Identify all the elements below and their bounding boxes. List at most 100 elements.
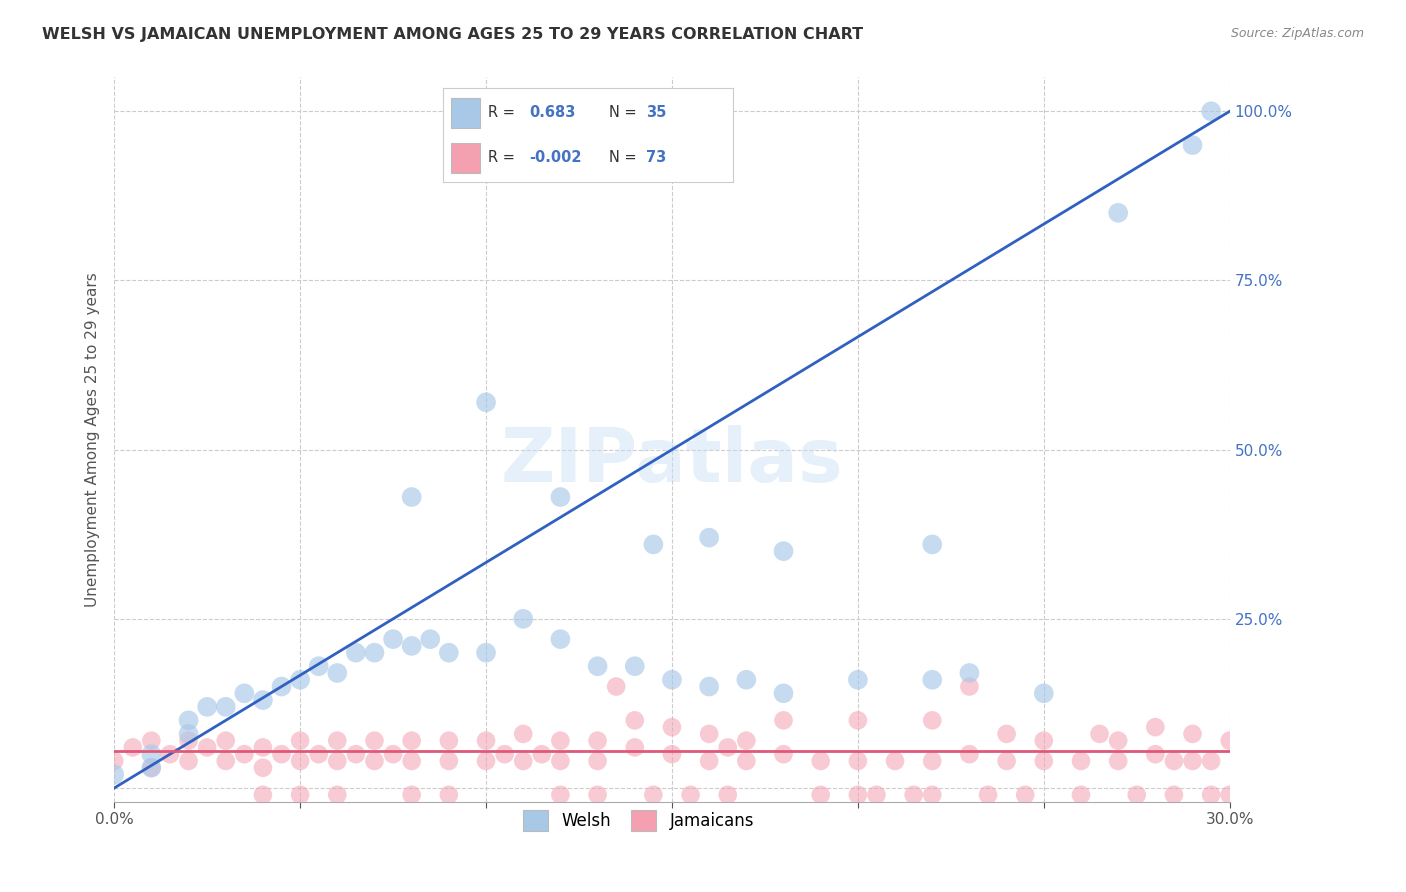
- Point: [512, 754, 534, 768]
- Point: [884, 754, 907, 768]
- Point: [846, 714, 869, 728]
- Point: [401, 639, 423, 653]
- Point: [1032, 686, 1054, 700]
- Point: [308, 659, 330, 673]
- Point: [772, 747, 794, 762]
- Point: [195, 699, 218, 714]
- Point: [921, 714, 943, 728]
- Point: [363, 754, 385, 768]
- Point: [735, 673, 758, 687]
- Point: [995, 727, 1018, 741]
- Point: [141, 747, 163, 762]
- Point: [103, 754, 125, 768]
- Point: [1163, 788, 1185, 802]
- Point: [550, 754, 572, 768]
- Point: [401, 733, 423, 747]
- Point: [252, 740, 274, 755]
- Point: [697, 680, 720, 694]
- Point: [475, 395, 498, 409]
- Point: [586, 788, 609, 802]
- Point: [177, 754, 200, 768]
- Point: [550, 490, 572, 504]
- Point: [215, 754, 238, 768]
- Point: [1107, 733, 1129, 747]
- Point: [957, 665, 980, 680]
- Point: [1163, 754, 1185, 768]
- Point: [1088, 727, 1111, 741]
- Point: [921, 537, 943, 551]
- Point: [921, 788, 943, 802]
- Point: [1199, 788, 1222, 802]
- Point: [623, 714, 645, 728]
- Point: [661, 673, 683, 687]
- Point: [717, 788, 740, 802]
- Point: [401, 788, 423, 802]
- Point: [643, 537, 665, 551]
- Point: [475, 754, 498, 768]
- Point: [1070, 754, 1092, 768]
- Point: [141, 733, 163, 747]
- Point: [1199, 104, 1222, 119]
- Text: ZIPatlas: ZIPatlas: [501, 425, 844, 498]
- Point: [344, 747, 367, 762]
- Point: [401, 754, 423, 768]
- Point: [437, 788, 460, 802]
- Point: [1032, 733, 1054, 747]
- Point: [846, 673, 869, 687]
- Point: [177, 714, 200, 728]
- Point: [494, 747, 516, 762]
- Point: [865, 788, 887, 802]
- Point: [475, 733, 498, 747]
- Point: [697, 754, 720, 768]
- Point: [288, 673, 311, 687]
- Point: [252, 761, 274, 775]
- Point: [957, 680, 980, 694]
- Point: [141, 761, 163, 775]
- Point: [437, 754, 460, 768]
- Point: [977, 788, 1000, 802]
- Point: [252, 693, 274, 707]
- Point: [921, 754, 943, 768]
- Point: [270, 747, 292, 762]
- Point: [643, 788, 665, 802]
- Point: [717, 740, 740, 755]
- Point: [810, 754, 832, 768]
- Point: [1070, 788, 1092, 802]
- Legend: Welsh, Jamaicans: Welsh, Jamaicans: [510, 797, 768, 844]
- Point: [586, 659, 609, 673]
- Point: [177, 733, 200, 747]
- Point: [382, 747, 405, 762]
- Point: [326, 665, 349, 680]
- Point: [288, 733, 311, 747]
- Point: [995, 754, 1018, 768]
- Point: [215, 733, 238, 747]
- Point: [308, 747, 330, 762]
- Point: [363, 733, 385, 747]
- Point: [810, 788, 832, 802]
- Point: [233, 747, 256, 762]
- Point: [475, 646, 498, 660]
- Point: [270, 680, 292, 694]
- Point: [550, 632, 572, 647]
- Point: [177, 727, 200, 741]
- Point: [1181, 754, 1204, 768]
- Point: [1219, 733, 1241, 747]
- Point: [623, 659, 645, 673]
- Point: [586, 733, 609, 747]
- Point: [195, 740, 218, 755]
- Point: [252, 788, 274, 802]
- Point: [772, 714, 794, 728]
- Point: [1199, 754, 1222, 768]
- Text: Source: ZipAtlas.com: Source: ZipAtlas.com: [1230, 27, 1364, 40]
- Point: [326, 733, 349, 747]
- Point: [957, 747, 980, 762]
- Point: [382, 632, 405, 647]
- Point: [735, 754, 758, 768]
- Point: [326, 754, 349, 768]
- Point: [288, 754, 311, 768]
- Point: [1014, 788, 1036, 802]
- Point: [1126, 788, 1149, 802]
- Point: [530, 747, 553, 762]
- Point: [846, 788, 869, 802]
- Point: [661, 747, 683, 762]
